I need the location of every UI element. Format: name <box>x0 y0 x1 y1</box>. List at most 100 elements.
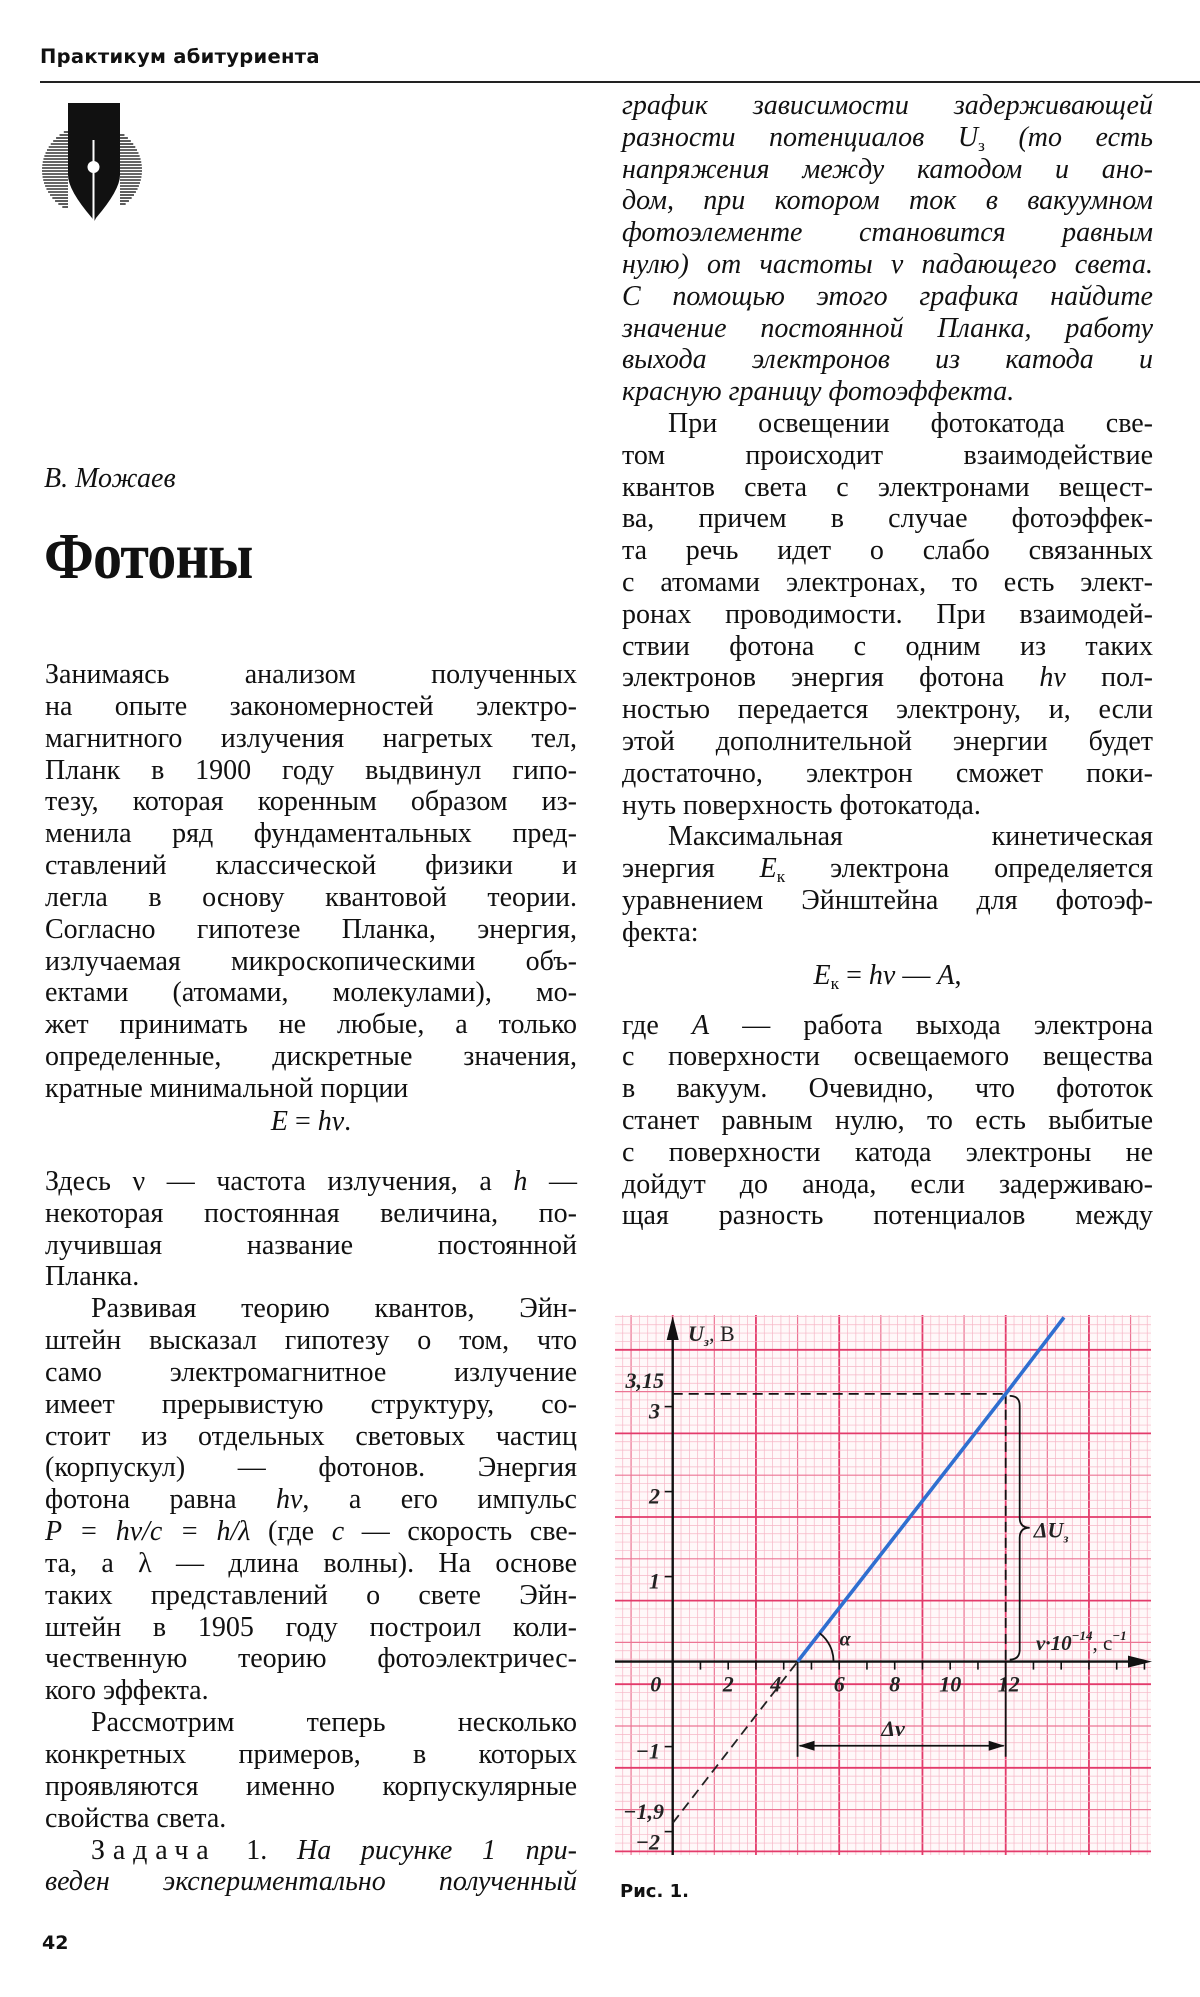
text-run: электронов энергия фотона <box>622 662 1040 694</box>
text-run: Задача <box>91 1834 217 1866</box>
text-line: Согласно гипотезе Планка, энергия, <box>45 913 577 945</box>
text-run: (где <box>250 1516 332 1548</box>
text-line: тезу, которая коренным образом из- <box>45 786 577 818</box>
text-line: чественную теорию фотоэлектричес- <box>45 1643 577 1675</box>
figure-caption: Рис. 1. <box>620 1881 689 1902</box>
paragraph: Задача 1. На рисунке 1 при-веден экспери… <box>45 1835 577 1899</box>
text-run: hν <box>868 959 896 991</box>
text-line: свойства света. <box>45 1802 227 1834</box>
text-line: Развивая теорию квантов, Эйн- <box>91 1293 577 1325</box>
text-run: , а его импульс <box>302 1484 577 1516</box>
delta-nu-label: Δν <box>880 1716 905 1741</box>
text-line: станет равным нулю, то есть выбитые <box>622 1104 1153 1136</box>
text-run: к <box>776 867 786 887</box>
x-axis-label-unit-exp: −1 <box>1112 1628 1126 1643</box>
paragraph: Максимальная кинетическая энергия Eк элек… <box>622 821 1153 948</box>
text-line: проявляются именно корпускулярные <box>45 1770 577 1802</box>
header-rule <box>40 81 1200 83</box>
text-line: дом, при котором ток в вакуумном <box>622 185 1153 217</box>
text-line: фотона равна hν, а его импульс <box>45 1484 577 1516</box>
text-line: та речь идет о слабо связанных <box>622 535 1153 567</box>
text-line: ва, причем в случае фотоэффек- <box>622 503 1153 535</box>
data-line <box>796 1316 1066 1663</box>
x-axis-arrow <box>1128 1655 1152 1668</box>
nib-hole <box>87 161 100 173</box>
text-line: ектами (атомами, молекулами), мо- <box>45 977 577 1009</box>
text-line: красную границу фотоэффекта. <box>622 376 1015 408</box>
y-tick-label: −2 <box>636 1830 660 1855</box>
text-line: легла в основу квантовой теории. <box>45 881 577 913</box>
text-run: E <box>813 959 831 991</box>
page-number: 42 <box>42 1932 69 1954</box>
text-run: P = hν/c = h/λ <box>45 1516 251 1548</box>
text-line: фекта: <box>622 916 699 948</box>
y-tick-label: 1 <box>649 1569 660 1594</box>
arrowhead-right <box>988 1740 1005 1751</box>
text-run: = <box>839 959 869 991</box>
text-line: P = hν/c = h/λ (где c — скорость све- <box>45 1516 577 1548</box>
text-run: где <box>622 1009 692 1041</box>
text-run: (то есть <box>984 121 1153 153</box>
text-line: конкретных примеров, в которых <box>45 1739 577 1770</box>
text-line: лучившая название постоянной <box>45 1229 577 1261</box>
text-line: ронах проводимости. При взаимодей- <box>622 598 1153 630</box>
text-run: электрона определяется <box>785 853 1153 885</box>
text-line: том происходит взаимодействие <box>622 439 1153 471</box>
text-line: энергия Eк электрона определяется <box>622 853 1153 887</box>
text-line: график зависимости задерживающей <box>622 90 1153 121</box>
text-run: веден экспериментально полученный <box>45 1866 577 1898</box>
paragraph: где A — работа выхода электрона с поверхн… <box>622 1010 1153 1233</box>
y-intercept-label: −1,9 <box>623 1799 664 1824</box>
text-run: . <box>344 1105 352 1137</box>
text-run: — работа выхода электрона <box>709 1009 1154 1041</box>
y-point-label: 3,15 <box>625 1368 665 1393</box>
right-column: график зависимости задерживающей разности… <box>622 90 1153 1232</box>
text-run: пол- <box>1065 662 1153 694</box>
text-run: На рисунке 1 при- <box>296 1834 577 1866</box>
y-axis-label-main: U <box>688 1321 705 1346</box>
text-line: та, а λ — длина волны). На основе <box>45 1547 577 1579</box>
text-line: квантов света с электронами вещест- <box>622 471 1153 503</box>
text-run: hν <box>1039 662 1066 694</box>
text-line: таких представлений о свете Эйн- <box>45 1579 577 1611</box>
text-line: С помощью этого графика найдите <box>622 280 1153 312</box>
formula: E = hν. <box>45 1105 577 1166</box>
text-line: некоторая постоянная величина, по- <box>45 1197 577 1229</box>
text-line: уравнением Эйнштейна для фотоэф- <box>622 884 1153 916</box>
text-run: к <box>830 973 840 993</box>
text-line: ставлений классической физики и <box>45 850 577 882</box>
y-tick-label: 2 <box>648 1484 660 1509</box>
text-run: , <box>954 959 962 991</box>
text-line: напряжения между катодом и ано- <box>622 153 1153 185</box>
x-axis-label: ν·10−14, с−1 <box>1036 1628 1127 1655</box>
text-line: Планк в 1900 году выдвинул гипо- <box>45 754 577 786</box>
text-line: само электромагнитное излучение <box>45 1356 577 1388</box>
y-axis-label-sub: з <box>703 1334 709 1349</box>
text-line: дойдут до анода, если задерживаю- <box>622 1168 1153 1200</box>
text-run: c <box>331 1516 345 1548</box>
pen-nib-logo <box>42 103 142 222</box>
text-line: Максимальная кинетическая <box>668 821 1153 853</box>
text-run: Здесь ν — частота излучения, а <box>45 1165 514 1197</box>
delta-u-sub: з <box>1062 1531 1068 1546</box>
text-run: A <box>691 1009 710 1041</box>
text-line: с атомами электронах, то есть элект- <box>622 566 1153 598</box>
extrapolation-line <box>671 1661 799 1824</box>
text-run: энергия <box>622 853 760 885</box>
delta-u-brace <box>1009 1394 1030 1661</box>
text-line: При освещении фотокатода све- <box>668 407 1153 439</box>
text-line: с поверхности катода электроны не <box>622 1136 1153 1168</box>
x-axis-label-main: ν·10 <box>1036 1631 1072 1655</box>
text-run: 1. <box>216 1834 297 1866</box>
text-run: E <box>270 1105 288 1137</box>
text-line: Здесь ν — частота излучения, а h — <box>45 1166 577 1198</box>
text-line: кого эффекта. <box>45 1675 209 1707</box>
text-run: — скорость све- <box>344 1516 577 1548</box>
text-run: — <box>527 1165 578 1197</box>
text-line: кратные минимальной порции <box>45 1072 409 1104</box>
x-tick-label: 4 <box>769 1672 781 1697</box>
x-tick-label: 6 <box>834 1672 845 1697</box>
text-line: стоит из отдельных световых частиц <box>45 1420 577 1452</box>
text-line: разности потенциалов Uз (то есть <box>622 121 1153 155</box>
